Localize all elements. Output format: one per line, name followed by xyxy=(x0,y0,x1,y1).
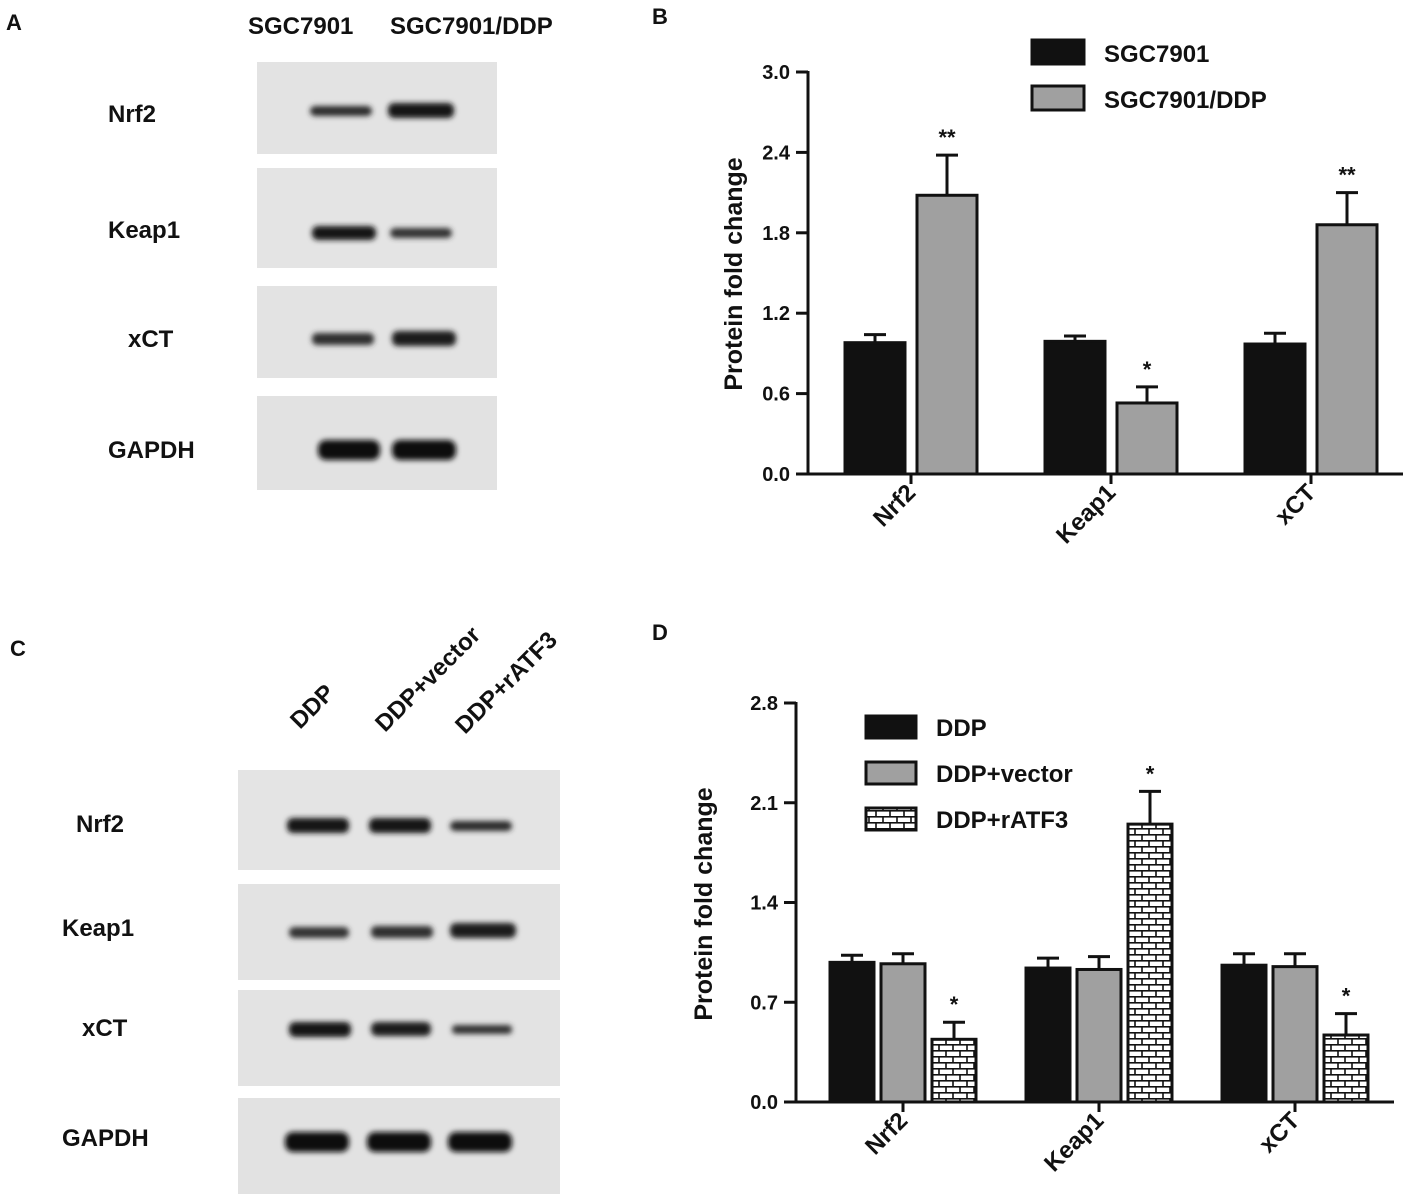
band xyxy=(367,1132,431,1152)
y-tick-label: 2.8 xyxy=(750,693,778,715)
blot-c-protein-label: Nrf2 xyxy=(76,811,124,838)
panel-label-b: B xyxy=(652,4,668,29)
blot-a-lane-label: SGC7901/DDP xyxy=(390,13,553,40)
legend-label: SGC7901/DDP xyxy=(1104,87,1267,114)
y-tick-label: 1.4 xyxy=(750,893,779,915)
bar xyxy=(1315,223,1379,476)
x-tick-label: Nrf2 xyxy=(860,1107,913,1160)
blot-a-lane-label: SGC7901 xyxy=(248,13,353,40)
legend-label: DDP+rATF3 xyxy=(936,807,1068,834)
x-tick-label: Nrf2 xyxy=(868,479,921,532)
y-tick-label: 0.0 xyxy=(762,464,790,486)
blot-c-protein-label: GAPDH xyxy=(62,1125,149,1152)
blot-a-protein-label: Nrf2 xyxy=(108,101,156,128)
bar xyxy=(930,1037,978,1104)
legend-swatch xyxy=(1030,84,1086,112)
band xyxy=(448,1132,512,1152)
x-tick-label: Keap1 xyxy=(1051,479,1121,549)
significance-label: * xyxy=(1146,761,1155,786)
x-tick-label: Keap1 xyxy=(1039,1107,1109,1177)
blot-a-strip-nrf2 xyxy=(257,62,497,154)
bar xyxy=(1271,965,1319,1104)
chart-b: 0.0 0.6 1.2 1.8 2.4 3.0 Protein fold change Nrf… xyxy=(720,38,1403,549)
panel-label-a: A xyxy=(6,10,22,35)
chart-d: 0.0 0.7 1.4 2.1 2.8 Protein fold change Nrf2 * K… xyxy=(690,693,1394,1177)
y-tick-label: 1.2 xyxy=(762,303,790,325)
band xyxy=(371,1022,431,1036)
bar xyxy=(1126,822,1174,1104)
blot-c-lane-label: DDP xyxy=(285,679,340,734)
blot-a-strip-keap1 xyxy=(257,168,497,268)
blot-a: SGC7901 SGC7901/DDP Nrf2 Keap1 xCT GAPDH xyxy=(108,13,553,490)
blot-c-protein-label: Keap1 xyxy=(62,915,134,942)
y-tick-label: 3.0 xyxy=(762,62,790,84)
blot-c-protein-label: xCT xyxy=(82,1015,128,1042)
y-tick-label: 0.6 xyxy=(762,384,790,406)
panel-label-d: D xyxy=(652,620,668,645)
bar xyxy=(1115,401,1179,476)
blot-a-protein-label: GAPDH xyxy=(108,437,195,464)
significance-label: * xyxy=(950,992,959,1017)
band xyxy=(392,331,456,346)
band xyxy=(289,927,349,938)
bar xyxy=(1220,963,1268,1104)
band xyxy=(310,106,372,116)
band xyxy=(318,440,380,460)
bar xyxy=(843,341,907,476)
band xyxy=(287,818,349,833)
blot-a-protein-label: Keap1 xyxy=(108,217,180,244)
y-tick-label: 0.7 xyxy=(750,992,778,1014)
legend-label: DDP xyxy=(936,715,987,742)
blot-c: DDP DDP+vector DDP+rATF3 Nrf2 Keap1 xCT … xyxy=(62,621,563,1194)
y-axis-title: Protein fold change xyxy=(720,157,748,390)
blot-a-protein-label: xCT xyxy=(128,326,174,353)
band xyxy=(285,1132,349,1152)
significance-label: ** xyxy=(938,125,956,150)
legend-swatch xyxy=(864,714,918,740)
band xyxy=(390,228,452,238)
bar xyxy=(1075,967,1123,1104)
bar xyxy=(1024,966,1072,1104)
x-tick-label: xCT xyxy=(1254,1107,1305,1158)
blot-a-strip-xct xyxy=(257,286,497,378)
legend-swatch xyxy=(1030,38,1086,66)
panel-label-c: C xyxy=(10,636,26,661)
bar xyxy=(1322,1033,1370,1104)
legend-swatch xyxy=(864,760,918,786)
y-tick-label: 2.4 xyxy=(762,142,791,164)
bar xyxy=(1043,339,1107,476)
band xyxy=(312,333,374,345)
legend-swatch xyxy=(864,806,918,832)
y-tick-label: 0.0 xyxy=(750,1092,778,1114)
bar xyxy=(1243,342,1307,476)
band xyxy=(452,1025,512,1034)
bar xyxy=(915,193,979,476)
band xyxy=(392,440,456,460)
y-tick-label: 2.1 xyxy=(750,793,778,815)
significance-label: * xyxy=(1143,357,1152,382)
band xyxy=(450,923,516,938)
y-axis-title: Protein fold change xyxy=(690,787,718,1020)
significance-label: ** xyxy=(1338,163,1356,188)
band xyxy=(450,821,512,831)
bar xyxy=(879,962,927,1104)
significance-label: * xyxy=(1342,984,1351,1009)
blot-c-strip-xct xyxy=(238,990,560,1086)
x-tick-label: xCT xyxy=(1270,479,1321,530)
band xyxy=(388,103,454,118)
legend-label: SGC7901 xyxy=(1104,41,1209,68)
bar xyxy=(828,960,876,1104)
band xyxy=(371,926,433,938)
band xyxy=(312,226,376,240)
band xyxy=(289,1022,351,1037)
band xyxy=(369,818,431,833)
y-tick-label: 1.8 xyxy=(762,223,790,245)
legend-label: DDP+vector xyxy=(936,761,1073,788)
